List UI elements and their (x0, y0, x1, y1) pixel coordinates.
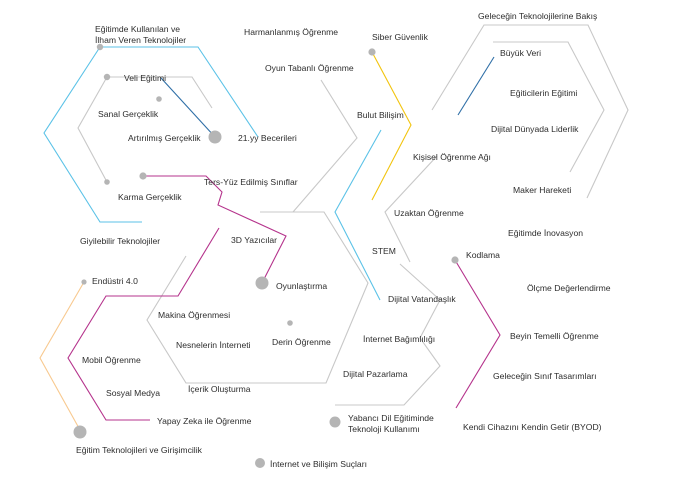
label-derin-ogrenme: Derin Öğrenme (272, 337, 331, 347)
gray-hexagon-center-bottom (146, 211, 369, 384)
label-buyuk-veri: Büyük Veri (500, 48, 542, 58)
label-karma-gerceklik: Karma Gerçeklik (118, 192, 182, 202)
dot-yabanci (329, 416, 341, 428)
label-giyilebilir-teknolojiler: Giyilebilir Teknolojiler (80, 236, 161, 246)
label-internet-bagimliligi: İnternet Bağımlılığı (363, 334, 436, 344)
label-sanal-gerceklik: Sanal Gerçeklik (98, 109, 159, 119)
dot-siber (368, 48, 376, 56)
label-dijital-dunyada: Dijital Dünyada Liderlik (491, 124, 579, 134)
dot-sanal (156, 96, 162, 102)
dot-oyunlastirma (255, 276, 269, 290)
dot-veli (103, 73, 111, 81)
label-gelecegin-sinif: Geleceğin Sınıf Tasarımları (493, 371, 597, 381)
label-3d-yazicilar: 3D Yazıcılar (231, 235, 278, 245)
label-internet-bilisim-suclari: İnternet ve Bilişim Suçları (270, 459, 367, 469)
label-olcme: Ölçme Değerlendirme (527, 283, 611, 293)
label-artirilmis-gerceklik: Artırılmış Gerçeklik (128, 133, 201, 143)
dot-derin (287, 320, 293, 326)
dark-blue-connector-right (457, 56, 495, 116)
label-dijital-pazarlama: Dijital Pazarlama (343, 369, 408, 379)
label-egitim-teknolojileri: Eğitim Teknolojileri ve Girişimcilik (76, 445, 202, 455)
dot-egitimde (96, 43, 104, 51)
label-byod: Kendi Cihazını Kendin Getir (BYOD) (463, 422, 602, 432)
gray-hexagon-right-outer (431, 24, 629, 199)
label-maker-hareketi: Maker Hareketi (513, 185, 572, 195)
label-stem: STEM (372, 246, 396, 256)
magenta-line-left (67, 227, 220, 421)
label-gelecegin-teknolojileri: Geleceğin Teknolojilerine Bakış (478, 11, 598, 21)
label-egitimde-inovasyon: Eğitimde İnovasyon (508, 228, 583, 238)
label-dijital-vatandaslik: Dijital Vatandaşlık (388, 294, 456, 304)
dot-internet-suclari (255, 458, 265, 468)
dark-blue-connector-top (160, 77, 216, 138)
label-oyunlastirma: Oyunlaştırma (276, 281, 328, 291)
label-endustri: Endüstri 4.0 (92, 276, 138, 286)
label-yapay-zeka: Yapay Zeka ile Öğrenme (157, 416, 252, 426)
gray-hexagon-inner-top (107, 76, 213, 109)
label-kodlama: Kodlama (466, 250, 500, 260)
gray-hexagon-inner (77, 76, 108, 183)
label-nesnelerin-interneti: Nesnelerin İnterneti (176, 340, 251, 350)
dot-artirilmis (208, 130, 222, 144)
blue-hexagon-left (43, 46, 142, 223)
gray-line-kisisel (384, 155, 438, 263)
dot-endustri (81, 279, 87, 285)
gray-hexagon-center (292, 79, 358, 213)
label-mobil-ogrenme: Mobil Öğrenme (82, 355, 141, 365)
label-bulut-bilisim: Bulut Bilişim (357, 110, 404, 120)
dot-karma (104, 179, 110, 185)
magenta-line-right (454, 259, 501, 409)
orange-line (39, 281, 85, 431)
magenta-line-center (143, 175, 287, 284)
blue-line-center (334, 129, 382, 301)
label-icerik-olusturma: İçerik Oluşturma (188, 384, 251, 394)
label-kisisel-ogrenme: Kişisel Öğrenme Ağı (413, 152, 491, 162)
label-yabanci-dil: Yabancı Dil Eğitiminde Teknoloji Kullanı… (348, 413, 434, 434)
label-uzaktan-ogrenme: Uzaktan Öğrenme (394, 208, 464, 218)
gray-hexagon-right-inner (493, 41, 605, 173)
dot-ters-yuz (139, 172, 147, 180)
yellow-line (371, 51, 412, 201)
label-21yy-becerileri: 21.yy Becerileri (238, 133, 297, 143)
label-veli-egitimi: Veli Eğitimi (124, 73, 167, 83)
label-ters-yuz: Ters-Yüz Edilmiş Sınıflar (204, 177, 298, 187)
label-sosyal-medya: Sosyal Medya (106, 388, 160, 398)
label-egitimde-kullanilan: Eğitimde Kullanılan ve İlham Veren Tekno… (95, 24, 187, 45)
blue-hexagon-top-edge (100, 46, 259, 138)
gray-hexagon-bottom-right (335, 263, 441, 406)
label-egiticilerin-egitimi: Eğiticilerin Eğitimi (510, 88, 578, 98)
label-harmanlanmis: Harmanlanmış Öğrenme (244, 27, 339, 37)
label-beyin-temelli: Beyin Temelli Öğrenme (510, 331, 599, 341)
label-makina-ogrenmesi: Makina Öğrenmesi (158, 310, 231, 320)
label-oyun-tabanli: Oyun Tabanlı Öğrenme (265, 63, 354, 73)
dot-egitim-teknolojileri (73, 425, 87, 439)
dot-kodlama (451, 256, 459, 264)
label-siber-guvenlik: Siber Güvenlik (372, 32, 428, 42)
